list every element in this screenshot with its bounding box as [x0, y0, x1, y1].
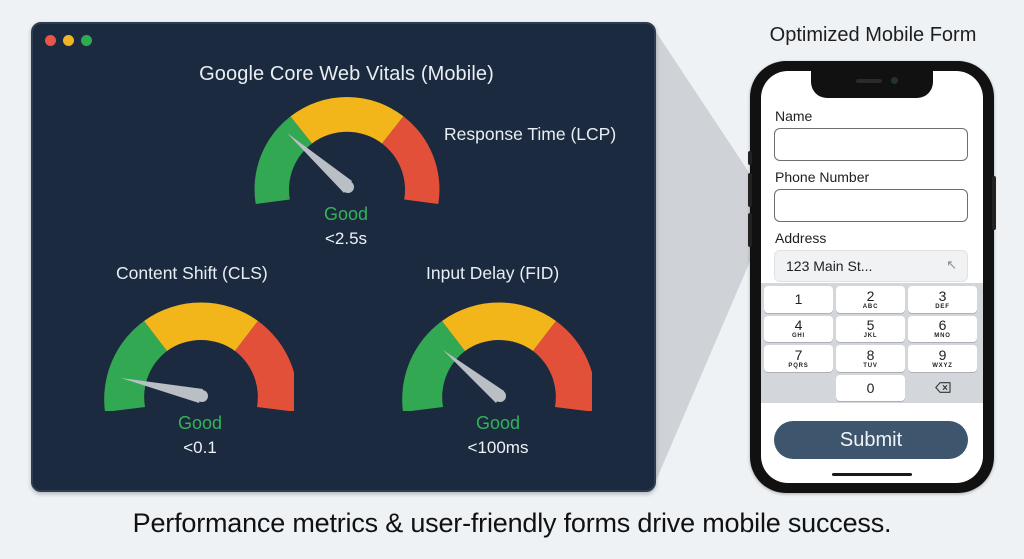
gauge-lcp-status: Good: [323, 204, 369, 224]
name-label: Name: [775, 108, 813, 124]
key-digit: 6: [938, 317, 947, 334]
key-9[interactable]: 9 WXYZ: [908, 345, 977, 372]
key-letters: DEF: [935, 303, 950, 310]
key-2[interactable]: 2 ABC: [836, 286, 905, 313]
gauge-fid-dial-icon: [402, 302, 592, 411]
key-digit: 0: [866, 379, 875, 396]
key-digit: 8: [866, 346, 875, 363]
key-blank: [764, 375, 833, 402]
phone-notch: [811, 71, 933, 98]
key-letters: PQRS: [788, 362, 809, 369]
gauge-fid-status: Good: [475, 413, 521, 433]
dashboard-window: Google Core Web Vitals (Mobile) Response…: [31, 22, 656, 492]
backspace-key[interactable]: [908, 375, 977, 402]
dashboard-title-text: Google Core Web Vitals (Mobile): [199, 63, 494, 85]
gauge-lcp-dial-icon: [254, 97, 440, 204]
phone-device: Name Phone Number Address 123 Main St...…: [748, 61, 996, 493]
backspace-icon: [934, 382, 951, 394]
gauge-cls-value: <0.1: [183, 438, 217, 457]
phone-number-input[interactable]: [774, 189, 968, 222]
key-digit: 2: [866, 287, 875, 304]
key-1[interactable]: 1: [764, 286, 833, 313]
power-button: [992, 176, 996, 230]
gauge-lcp-value: <2.5s: [324, 229, 368, 248]
gauge-fid-label: Input Delay (FID): [426, 263, 560, 283]
key-digit: 5: [866, 317, 875, 334]
submit-button[interactable]: Submit: [774, 421, 968, 459]
gauge-fid-value: <100ms: [467, 438, 529, 457]
key-letters: MNO: [934, 333, 951, 340]
key-digit: 9: [938, 346, 947, 363]
key-digit: 3: [938, 287, 947, 304]
gauge-cls-status: Good: [177, 413, 223, 433]
dashboard-title: Google Core Web Vitals (Mobile): [33, 63, 654, 86]
speaker-icon: [856, 79, 882, 83]
address-input[interactable]: 123 Main St... ↖: [774, 250, 968, 282]
volume-up-button: [748, 151, 752, 165]
gauge-cls-dial-icon: [104, 302, 294, 411]
key-letters: GHI: [791, 333, 806, 340]
key-digit: 7: [794, 346, 803, 363]
close-dot-icon[interactable]: [45, 35, 56, 46]
minimize-dot-icon[interactable]: [63, 35, 74, 46]
key-letters: JKL: [863, 333, 878, 340]
key-letters: WXYZ: [932, 362, 953, 369]
gauge-fid: [402, 301, 592, 411]
address-label: Address: [775, 230, 827, 246]
key-letters: TUV: [863, 362, 878, 369]
key-digit: 1: [794, 291, 803, 308]
key-4[interactable]: 4 GHI: [764, 315, 833, 342]
arrow-up-left-icon[interactable]: ↖: [946, 257, 957, 272]
gauge-cls-label: Content Shift (CLS): [116, 263, 268, 283]
camera-icon: [891, 77, 898, 84]
home-indicator: [832, 473, 912, 476]
key-8[interactable]: 8 TUV: [836, 345, 905, 372]
gauge-lcp-label: Response Time (LCP): [444, 124, 617, 144]
key-3[interactable]: 3 DEF: [908, 286, 977, 313]
phone-number-label: Phone Number: [775, 169, 870, 185]
address-input-value: 123 Main St...: [786, 258, 873, 274]
key-7[interactable]: 7 PQRS: [764, 345, 833, 372]
phone-title: Optimized Mobile Form: [769, 24, 977, 46]
mute-button: [748, 213, 752, 247]
volume-down-button: [748, 173, 752, 207]
key-6[interactable]: 6 MNO: [908, 315, 977, 342]
key-letters: ABC: [862, 303, 879, 310]
key-0[interactable]: 0: [836, 374, 905, 401]
gauge-cls: [104, 301, 294, 411]
window-controls: [45, 35, 92, 46]
phone-screen: Name Phone Number Address 123 Main St...…: [761, 71, 983, 483]
gauge-lcp: [252, 94, 442, 204]
caption: Performance metrics & user-friendly form…: [132, 508, 892, 538]
name-input[interactable]: [774, 128, 968, 161]
key-digit: 4: [794, 317, 803, 334]
key-5[interactable]: 5 JKL: [836, 315, 905, 342]
maximize-dot-icon[interactable]: [81, 35, 92, 46]
